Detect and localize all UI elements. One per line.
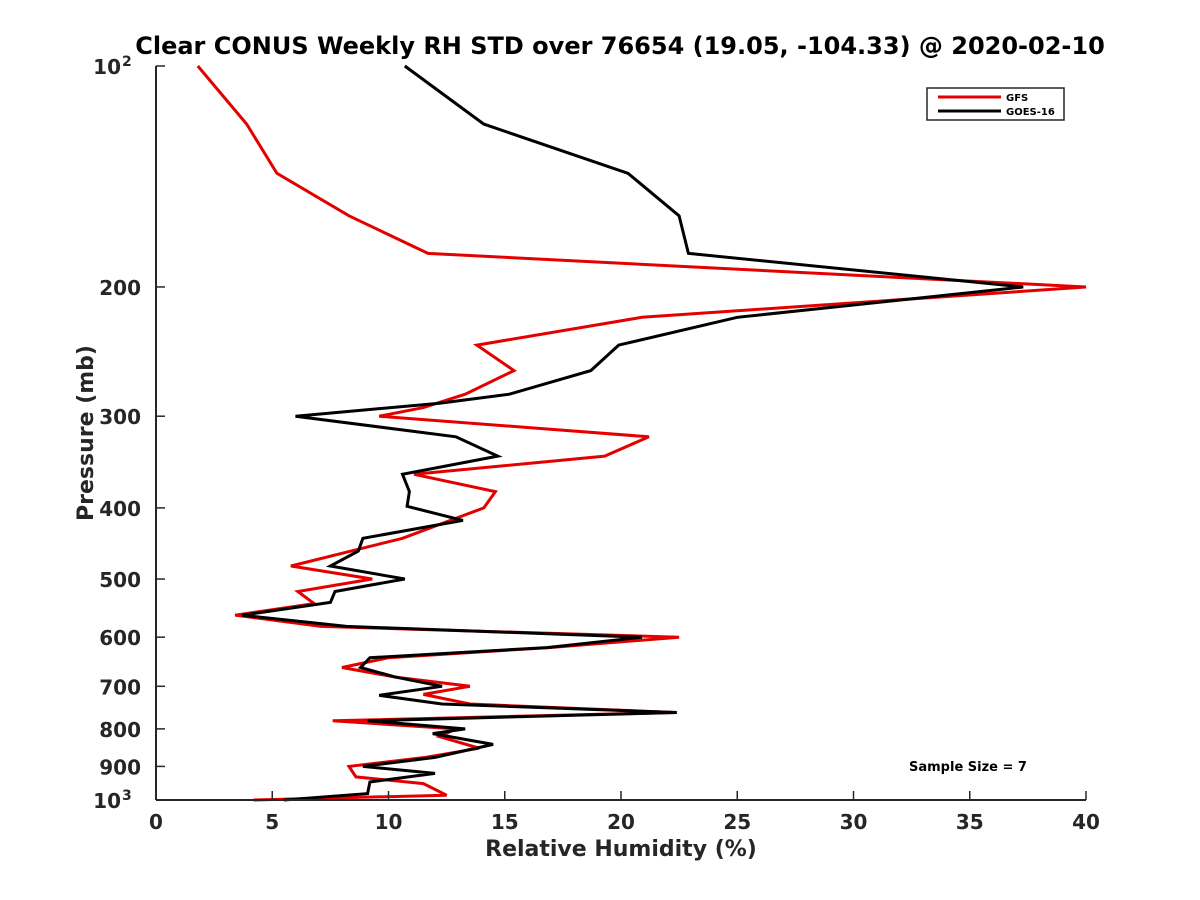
- y-tick-label: 800: [99, 718, 141, 742]
- legend-label-goes16: GOES-16: [1006, 107, 1055, 118]
- series-layer: [196, 64, 1087, 802]
- y-tick-label: 200: [99, 276, 141, 300]
- y-tick-label: 600: [99, 626, 141, 650]
- y-tick-label: 900: [99, 755, 141, 779]
- chart-title: Clear CONUS Weekly RH STD over 76654 (19…: [135, 32, 1105, 60]
- y-tick-label: 500: [99, 568, 141, 592]
- y-tick-label-exponent: 2: [122, 54, 132, 70]
- series-line-goes16: [241, 64, 1024, 802]
- y-tick-label-exponent: 3: [122, 788, 132, 804]
- y-tick-label: 10: [93, 55, 121, 79]
- x-tick-label: 30: [840, 810, 868, 834]
- legend-box: [926, 87, 1065, 121]
- plot-area: 0 5 10 15 20 25 30 35 40 10 220030040050060070080…: [93, 54, 1100, 834]
- x-tick-label: 25: [723, 810, 751, 834]
- x-tick-label: 35: [956, 810, 984, 834]
- x-tick-label: 40: [1072, 810, 1100, 834]
- y-axis-label: Pressure (mb): [74, 345, 99, 521]
- y-tick-label: 400: [99, 497, 141, 521]
- x-tick-label: 20: [607, 810, 635, 834]
- legend: GFS GOES-16: [926, 87, 1065, 121]
- sample-size-annotation: Sample Size = 7: [909, 760, 1027, 775]
- legend-label-gfs: GFS: [1006, 93, 1028, 104]
- x-axis-ticks: 0 5 10 15 20 25 30 35 40: [149, 791, 1100, 834]
- x-axis-label: Relative Humidity (%): [485, 837, 757, 862]
- y-tick-label: 300: [99, 405, 141, 429]
- x-tick-label: 10: [375, 810, 403, 834]
- y-tick-label: 10: [93, 789, 121, 813]
- series-line-gfs: [196, 65, 1087, 802]
- y-tick-label: 700: [99, 675, 141, 699]
- x-tick-label: 15: [491, 810, 519, 834]
- x-tick-label: 0: [149, 810, 163, 834]
- x-tick-label: 5: [265, 810, 279, 834]
